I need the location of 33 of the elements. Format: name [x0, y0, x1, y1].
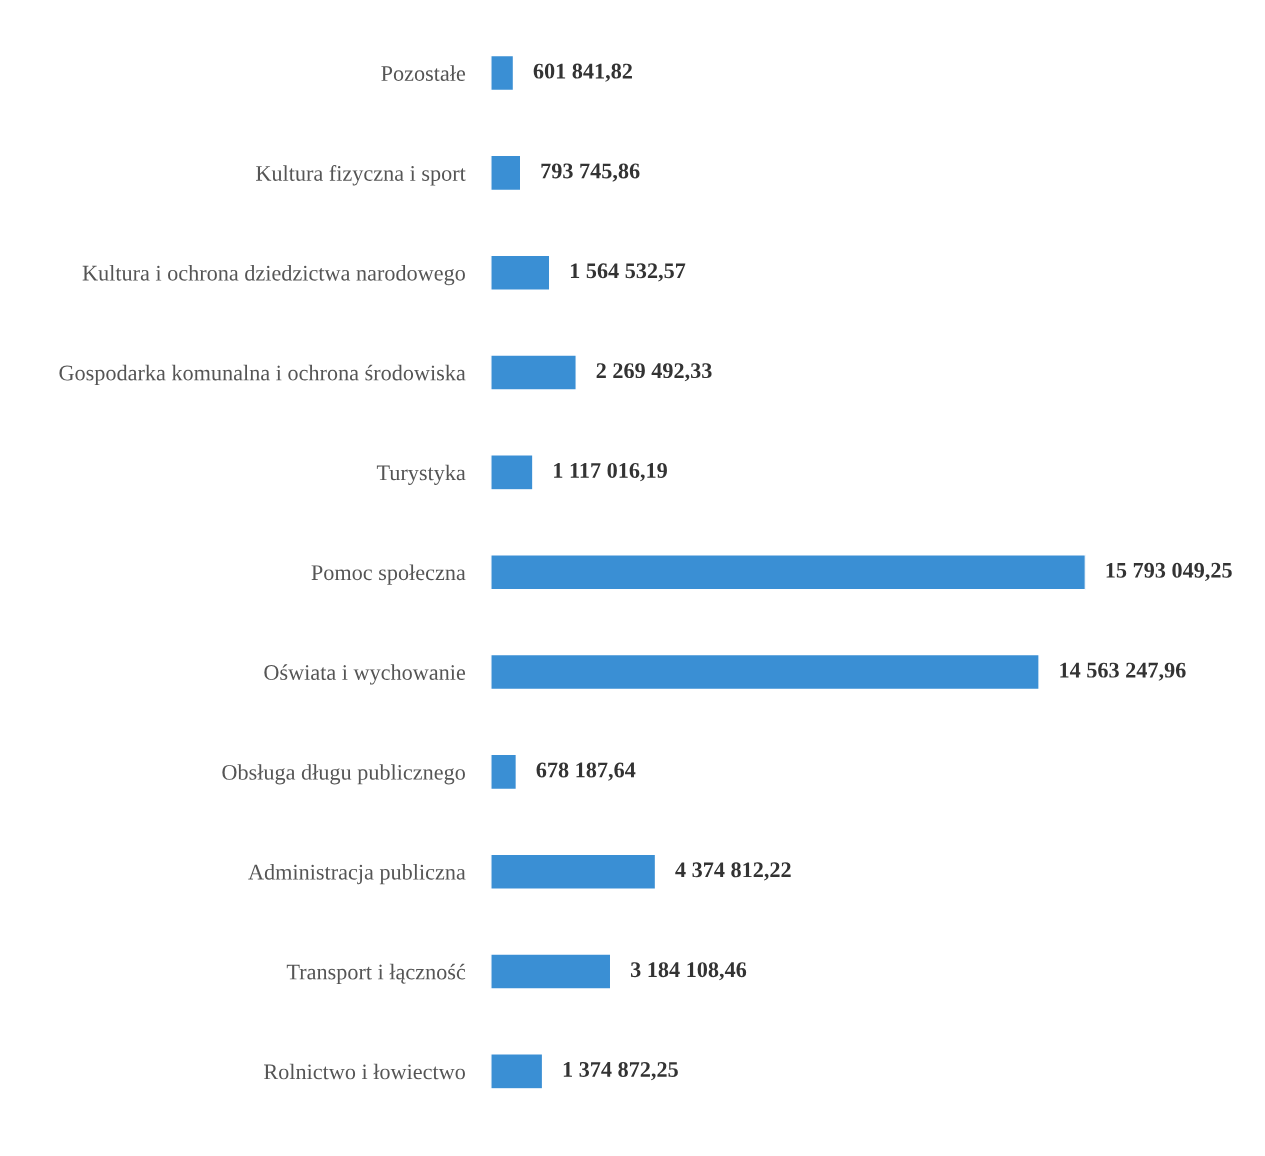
data-label: 2 269 492,33 [596, 363, 712, 382]
data-label: 793 745,86 [541, 163, 640, 182]
y-tick-label: Pomoc społeczna [311, 564, 466, 585]
data-label: 1 117 016,19 [554, 462, 667, 482]
data-label: 14 563 247,96 [1060, 662, 1186, 681]
y-tick-label: Gospodarka komunalna i ochrona środowiska [59, 364, 466, 386]
y-tick-label: Pozostałe [381, 65, 466, 81]
bar [490, 853, 657, 890]
data-label: 1 564 532,57 [570, 263, 686, 282]
y-tick-label: Kultura fizyczna i sport [256, 165, 466, 186]
bar [490, 953, 612, 990]
y-tick-label: Kultura i ochrona dziedzictwa narodowego [82, 265, 465, 286]
bar [490, 753, 518, 791]
bar [490, 254, 551, 291]
bar [490, 154, 522, 192]
data-label: 601 841,82 [533, 63, 632, 82]
bar [490, 1053, 544, 1090]
bar [490, 54, 515, 92]
y-tick-label: Administracja publiczna [248, 864, 466, 885]
data-label: 4 374 812,22 [675, 862, 791, 881]
y-tick-label: Oświata i wychowanie [264, 664, 466, 685]
bar [490, 454, 534, 491]
data-label: 1 374 872,25 [563, 1061, 678, 1081]
data-label: 15 793 049,25 [1106, 562, 1232, 581]
y-tick-label: Rolnictwo i łowiectwo [264, 1063, 465, 1080]
bar [490, 554, 1086, 591]
y-tick-label: Turystyka [376, 464, 466, 485]
y-tick-label: Transport i łączność [286, 963, 466, 985]
data-label: 678 187,64 [536, 762, 636, 781]
data-label: 3 184 108,46 [630, 962, 747, 981]
bar [490, 653, 1040, 691]
y-tick-label: Obsługa długu publicznego [222, 764, 465, 785]
bar [490, 354, 577, 391]
